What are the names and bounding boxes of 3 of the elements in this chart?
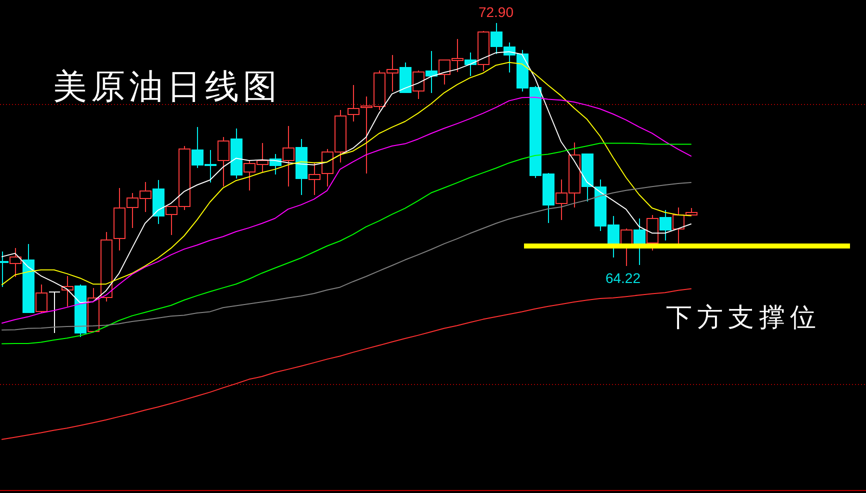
title: 美原油日线图 (53, 67, 281, 107)
annotation: 72.90 (478, 4, 514, 20)
annotation: 64.22 (605, 270, 641, 286)
